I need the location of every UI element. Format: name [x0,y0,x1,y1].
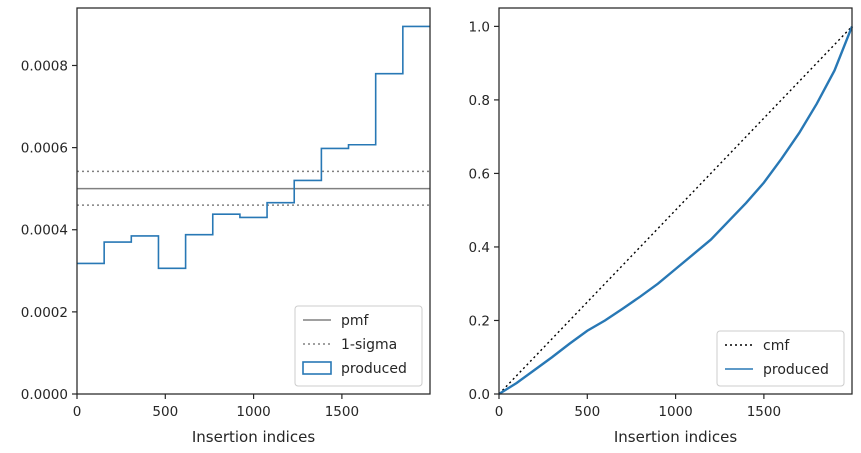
left-x-tick-label-3: 1500 [325,404,359,420]
left-series-produced-step [77,25,430,270]
right-legend-label-cmf: cmf [763,338,790,354]
right-y-tick-label-5: 1.0 [469,19,490,35]
left-x-tick-label-1: 500 [152,404,178,420]
right-marks [498,25,854,396]
left-y-tick-label-4: 0.0008 [21,58,68,74]
right-x-tick-label-2: 1000 [658,404,692,420]
right-y-tick-label-1: 0.2 [469,313,490,329]
left-x-tick-label-2: 1000 [236,404,270,420]
left-legend-label-1-sigma: 1-sigma [341,337,397,353]
left-legend-handle-produced [302,361,332,375]
right-x-tick-label-1: 500 [574,404,600,420]
right-ticks: 0 500 1000 1500 0.0 0.2 0.4 0.6 0.8 1.0 [469,19,782,420]
left-ticks: 0 500 1000 1500 0.0000 0.0002 0.0004 0.0006 0.00… [21,58,359,420]
right-x-tick-label-0: 0 [495,404,504,420]
right-legend-box [716,330,845,387]
right-series-produced-line [498,25,854,396]
right-legend-label-produced: produced [763,362,829,378]
right-x-tick-label-3: 1500 [747,404,781,420]
right-y-tick-label-3: 0.6 [469,166,490,182]
chart-left-pmf: 0 500 1000 1500 0.0000 0.0002 0.0004 0.0006 0.00… [21,7,431,446]
left-marks [77,25,430,270]
right-y-tick-label-4: 0.8 [469,93,490,109]
chart-right-cmf: 0 500 1000 1500 0.0 0.2 0.4 0.6 0.8 1.0 Insertion… [469,7,854,446]
right-x-axis-label: Insertion indices [614,428,737,446]
left-legend-label-produced: produced [341,361,407,377]
left-y-tick-label-2: 0.0004 [21,223,68,239]
right-axes-frame [498,7,853,395]
left-y-tick-label-1: 0.0002 [21,305,68,321]
left-legend-box [294,305,423,387]
right-y-tick-label-2: 0.4 [469,240,490,256]
left-legend: pmf 1-sigma produced [294,305,423,387]
left-x-tick-label-0: 0 [73,404,82,420]
left-y-tick-label-3: 0.0006 [21,141,68,157]
left-legend-label-pmf: pmf [341,313,370,329]
left-x-axis-label: Insertion indices [192,428,315,446]
right-legend: cmf produced [716,330,845,387]
right-y-tick-label-0: 0.0 [469,387,490,403]
left-axes-frame [76,7,431,395]
left-y-tick-label-0: 0.0000 [21,387,68,403]
